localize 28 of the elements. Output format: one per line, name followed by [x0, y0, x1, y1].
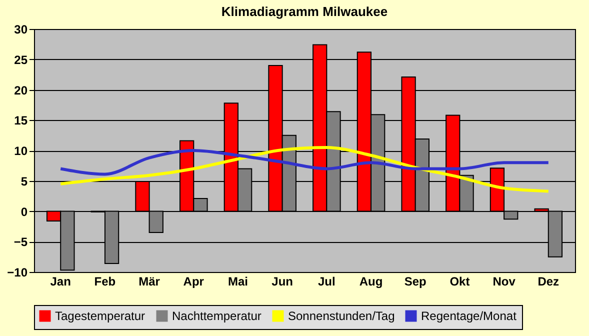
y-tick-label: −5 [14, 235, 28, 250]
y-tick-label: 20 [14, 83, 28, 98]
legend-label: Nachttemperatur [172, 309, 262, 323]
legend-label: Sonnenstunden/Tag [288, 309, 395, 323]
legend-label: Tagestemperatur [55, 309, 146, 323]
x-tick-label: Sep [404, 274, 426, 288]
y-tick-label: 25 [14, 52, 28, 67]
x-tick-label: Mai [228, 274, 248, 288]
line-series [59, 146, 550, 193]
x-tick-label: Okt [450, 274, 470, 288]
y-tick-label: 15 [14, 114, 28, 128]
x-tick-label: Feb [94, 274, 116, 288]
x-tick-label: Jun [272, 274, 293, 288]
x-tick-label: Jan [50, 274, 71, 288]
legend-label: Regentage/Monat [421, 309, 518, 323]
y-tick-label: −10 [7, 266, 28, 280]
x-tick-label: Dez [538, 274, 560, 288]
x-tick-label: Jul [318, 274, 336, 288]
line-series [59, 149, 550, 176]
x-tick-label: Mär [138, 274, 160, 288]
x-tick-label: Apr [183, 274, 204, 288]
y-tick-label: 0 [20, 204, 28, 219]
x-tick-label: Aug [359, 274, 383, 288]
chart-title: Klimadiagramm Milwaukee [221, 4, 388, 19]
y-tick-label: 5 [20, 174, 28, 188]
x-tick-label: Nov [492, 274, 516, 288]
y-tick-label: 30 [14, 22, 28, 36]
y-tick-label: 10 [14, 144, 28, 158]
